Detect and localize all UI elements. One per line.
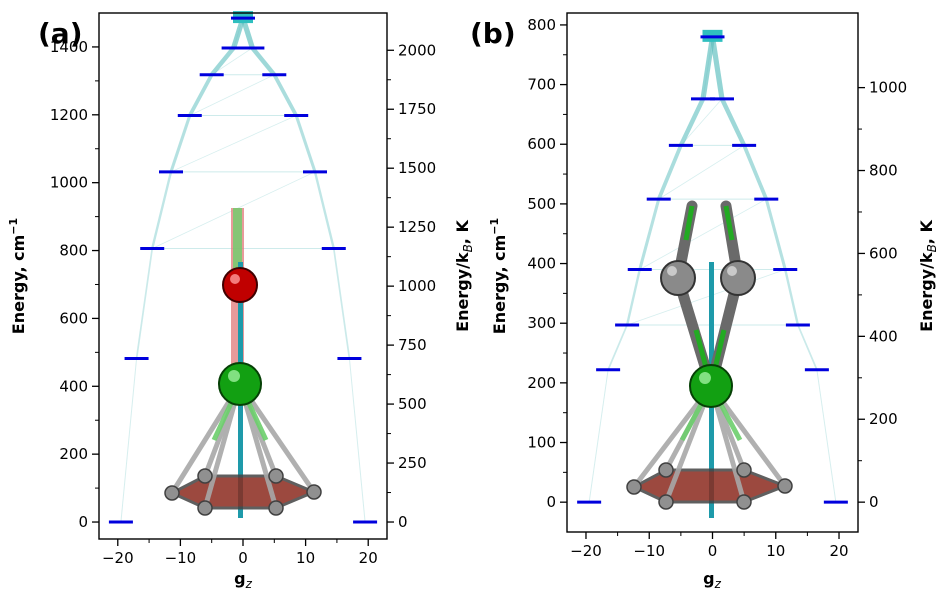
panel-b-label: (b) xyxy=(470,17,516,50)
panel-b-y-tick-label: 100 xyxy=(527,434,556,452)
panel-b-y-tick-label: 500 xyxy=(527,195,556,213)
panel-a-cross-transition-line xyxy=(189,74,275,116)
panel-b-axes: 0100200300400500600700800020040060080010… xyxy=(527,16,907,560)
panel-b-y2-axis-label: Energy/kB, K xyxy=(917,220,939,332)
panel-b-y2-tick-label: 600 xyxy=(869,244,898,262)
panel-a-y-tick-label: 1400 xyxy=(50,38,88,56)
panel-b-y-tick-label: 300 xyxy=(527,314,556,332)
panel-b-transition-line xyxy=(742,144,769,200)
panel-b-y-tick-label: 0 xyxy=(546,493,556,511)
panel-b-y2-tick-label: 1000 xyxy=(869,79,907,97)
panel-a-x-axis-label: gz xyxy=(234,569,252,589)
panel-b-x-tick-label: 20 xyxy=(829,542,848,560)
panel-a-y2-tick-label: 0 xyxy=(398,513,408,531)
panel-a-cross-transition-line xyxy=(211,47,253,76)
panel-a-cross-transition-line xyxy=(170,115,297,173)
panel-a-x-tick-label: 20 xyxy=(359,549,378,567)
panel-b-y2-tick-label: 400 xyxy=(869,327,898,345)
panel-b-cross-transition-line xyxy=(626,269,786,326)
panel-a-transition-line xyxy=(313,171,335,249)
panel-a-y-tick-label: 200 xyxy=(59,445,88,463)
panel-a-y-tick-label: 1000 xyxy=(50,174,88,192)
panel-a-energy-levels xyxy=(108,16,378,524)
panel-b-cross-transition-line xyxy=(680,98,723,146)
panel-b-y-tick-label: 200 xyxy=(527,374,556,392)
panel-b-cross-transition-line xyxy=(702,36,713,99)
molecule-b-illustration xyxy=(626,200,793,518)
panel-a-y2-tick-label: 1250 xyxy=(398,218,436,236)
panel-b-x-tick-label: −10 xyxy=(633,542,665,560)
panel-b-x-tick-label: 0 xyxy=(708,542,718,560)
panel-a-transition-line xyxy=(169,114,192,173)
panel-a-label: (a) xyxy=(38,17,83,50)
panel-b-transition-line xyxy=(816,369,837,503)
molecule-a-illustration xyxy=(164,208,322,518)
panel-b-transition-line xyxy=(784,269,800,326)
panel-a-y2-tick-label: 1500 xyxy=(398,159,436,177)
panel-b: 0100200300400500600700800020040060080010… xyxy=(470,12,939,589)
panel-a-y2-tick-label: 750 xyxy=(398,336,427,354)
panel-a-transition-line xyxy=(332,248,351,359)
panel-b-transition-line xyxy=(764,198,787,270)
panel-b-energy-levels xyxy=(577,35,848,504)
panel-a-y2-tick-label: 250 xyxy=(398,454,427,472)
panel-a-transition-line xyxy=(120,358,138,523)
panel-a: 0200400600800100012001400025050075010001… xyxy=(7,11,475,589)
panel-a-transition-line xyxy=(135,248,154,359)
panel-a-transition-line xyxy=(250,46,277,77)
panel-a-y-tick-label: 1200 xyxy=(50,106,88,124)
panel-b-transition-line xyxy=(656,144,683,200)
panel-b-transition-line xyxy=(625,269,641,326)
panel-b-cross-transition-line xyxy=(639,198,767,270)
panel-b-cross-transition-line xyxy=(658,145,745,200)
panel-a-y-tick-label: 800 xyxy=(59,242,88,260)
panel-b-y-tick-label: 800 xyxy=(527,16,556,34)
panel-a-y2-tick-label: 1000 xyxy=(398,277,436,295)
panel-b-y-tick-label: 600 xyxy=(527,135,556,153)
panel-a-y2-tick-label: 1750 xyxy=(398,100,436,118)
panel-a-transition-line xyxy=(272,73,298,117)
panel-b-y-axis-label: Energy, cm−1 xyxy=(488,218,509,334)
panel-b-transition-line xyxy=(700,36,716,100)
panel-a-y-tick-label: 600 xyxy=(59,309,88,327)
panel-a-y-axis-label: Energy, cm−1 xyxy=(7,218,28,334)
panel-a-x-tick-label: 10 xyxy=(296,549,315,567)
panel-a-x-tick-label: −20 xyxy=(102,549,134,567)
panel-a-x-tick-label: −10 xyxy=(165,549,197,567)
panel-a-y2-tick-label: 2000 xyxy=(398,41,436,59)
panel-b-transition-line xyxy=(797,324,818,371)
panel-b-x-tick-label: 10 xyxy=(766,542,785,560)
panel-a-transition-line xyxy=(348,358,366,523)
panel-a-y-tick-label: 400 xyxy=(59,377,88,395)
panel-b-transition-line xyxy=(719,97,747,147)
panel-b-y-tick-label: 400 xyxy=(527,255,556,273)
panel-b-transition-line xyxy=(678,97,706,147)
panel-a-axes: 0200400600800100012001400025050075010001… xyxy=(50,38,436,567)
panel-a-transition-line xyxy=(294,114,317,173)
panel-b-transition-line xyxy=(709,36,725,100)
panel-b-x-axis-label: gz xyxy=(703,569,721,589)
panel-a-transition-line xyxy=(209,46,236,77)
panel-b-y2-tick-label: 800 xyxy=(869,162,898,180)
panel-b-x-tick-label: −20 xyxy=(570,542,602,560)
panel-a-y2-tick-label: 500 xyxy=(398,395,427,413)
panel-a-x-tick-label: 0 xyxy=(238,549,248,567)
panel-b-transition-line xyxy=(607,324,628,371)
panel-a-transition-line xyxy=(188,73,214,117)
panel-a-transition-line xyxy=(151,171,173,249)
panel-a-y2-axis-label: Energy/kB, K xyxy=(453,220,475,332)
panel-b-y2-tick-label: 200 xyxy=(869,410,898,428)
panel-b-transition-line xyxy=(588,369,609,503)
panel-b-transition-line xyxy=(638,198,661,270)
panel-b-y-tick-label: 700 xyxy=(527,76,556,94)
panel-b-y2-tick-label: 0 xyxy=(869,493,879,511)
panel-a-y-tick-label: 0 xyxy=(78,513,88,531)
